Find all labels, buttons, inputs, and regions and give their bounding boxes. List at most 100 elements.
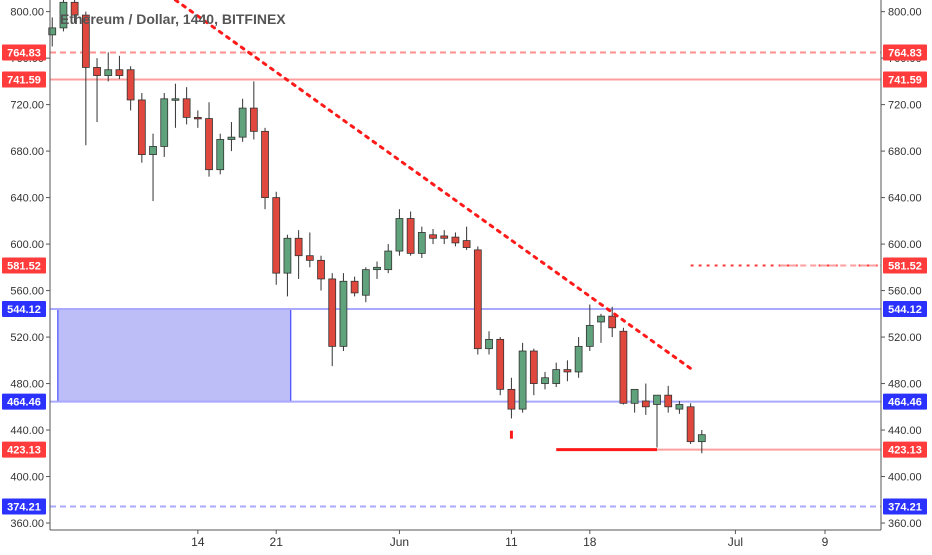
candle bbox=[429, 228, 437, 245]
x-tick-label: Jun bbox=[390, 535, 409, 549]
price-tag-right: 544.12 bbox=[888, 304, 922, 316]
candle-body bbox=[317, 259, 325, 280]
price-tag-left: 423.13 bbox=[7, 445, 41, 457]
candle bbox=[294, 230, 303, 279]
candle-body bbox=[597, 315, 605, 323]
candle bbox=[384, 244, 393, 274]
candle-body bbox=[417, 232, 426, 254]
price-tag-bg-left bbox=[2, 393, 46, 410]
candle-body bbox=[585, 325, 594, 347]
candle-body bbox=[429, 234, 437, 239]
y-tick-label-right: 680.00 bbox=[888, 146, 922, 158]
trendline-layer bbox=[173, 0, 693, 370]
y-tick-label-right: 600.00 bbox=[888, 239, 922, 251]
candle bbox=[361, 267, 370, 303]
candle bbox=[675, 400, 684, 414]
candle bbox=[149, 133, 157, 202]
candle bbox=[473, 246, 482, 355]
candle bbox=[686, 403, 695, 444]
candle-body bbox=[664, 394, 673, 408]
candle-body bbox=[440, 235, 449, 239]
candle-body bbox=[160, 98, 169, 147]
price-tag-bg-right bbox=[883, 441, 927, 458]
candle-body bbox=[126, 69, 135, 101]
y-tick-label-left: 440.00 bbox=[10, 425, 44, 437]
price-lines-layer bbox=[50, 51, 881, 508]
x-tick-label: 18 bbox=[583, 535, 597, 549]
candle-body bbox=[361, 269, 370, 296]
candle bbox=[227, 122, 236, 152]
candle-body bbox=[249, 107, 258, 132]
candle-body bbox=[137, 99, 146, 155]
candle bbox=[272, 191, 281, 285]
candle-body bbox=[305, 255, 314, 261]
candle-body bbox=[227, 136, 236, 140]
candle bbox=[216, 133, 225, 175]
candle bbox=[373, 261, 381, 279]
candle bbox=[641, 383, 650, 415]
candle bbox=[440, 230, 449, 245]
candle-body bbox=[619, 330, 628, 404]
y-tick-label-right: 480.00 bbox=[888, 379, 922, 391]
candle-body bbox=[81, 14, 90, 68]
candle bbox=[518, 342, 527, 413]
price-tag-left: 544.12 bbox=[7, 304, 41, 316]
price-tag-right: 764.83 bbox=[888, 48, 922, 60]
candle-body bbox=[93, 67, 101, 76]
price-tag-left: 581.52 bbox=[7, 261, 41, 273]
candle-body bbox=[473, 249, 482, 350]
candle-body bbox=[406, 218, 415, 254]
y-tick-label-right: 520.00 bbox=[888, 332, 922, 344]
candle bbox=[485, 331, 493, 355]
candle-body bbox=[563, 369, 572, 373]
y-tick-label-left: 600.00 bbox=[10, 239, 44, 251]
candle bbox=[541, 371, 549, 390]
candle-body bbox=[574, 345, 583, 373]
price-tag-left: 741.59 bbox=[7, 75, 41, 87]
candle-body bbox=[182, 98, 191, 118]
price-tag-bg-right bbox=[883, 498, 927, 515]
price-tag-bg-right bbox=[883, 71, 927, 88]
candle-body bbox=[653, 394, 661, 405]
x-tick-label: 11 bbox=[505, 535, 518, 549]
candle-body bbox=[149, 146, 157, 155]
candle-body bbox=[608, 315, 617, 329]
candle bbox=[283, 234, 292, 297]
y-tick-label-left: 720.00 bbox=[10, 100, 44, 112]
candle-body bbox=[451, 236, 460, 244]
candle-body bbox=[261, 130, 269, 198]
candle bbox=[59, 0, 68, 32]
x-tick-label: 21 bbox=[270, 535, 284, 549]
candle bbox=[664, 385, 673, 413]
price-tag-bg-right bbox=[883, 257, 927, 274]
candle-body bbox=[238, 107, 247, 138]
candle-body bbox=[384, 250, 393, 271]
candle bbox=[238, 98, 247, 142]
price-tag-right: 581.52 bbox=[888, 261, 922, 273]
candle bbox=[574, 337, 583, 378]
candle-body bbox=[496, 338, 505, 390]
candle bbox=[697, 430, 706, 454]
y-tick-label-left: 400.00 bbox=[10, 472, 44, 484]
price-tag-left: 764.83 bbox=[7, 48, 41, 60]
x-tick-label: 14 bbox=[191, 535, 205, 549]
candle bbox=[350, 276, 359, 297]
candle-body bbox=[283, 237, 292, 274]
y-tick-label-left: 680.00 bbox=[10, 146, 44, 158]
candle bbox=[261, 127, 269, 210]
candle bbox=[619, 327, 628, 405]
candle-body bbox=[216, 139, 225, 171]
candle-body bbox=[373, 266, 381, 271]
candle bbox=[630, 388, 639, 413]
candle-body bbox=[294, 237, 303, 257]
y-tick-label-right: 400.00 bbox=[888, 472, 922, 484]
candle-body bbox=[104, 69, 113, 76]
price-tag-right: 374.21 bbox=[888, 502, 922, 514]
price-tag-left: 374.21 bbox=[7, 502, 41, 514]
price-tag-bg-right bbox=[883, 393, 927, 410]
price-tag-bg-left bbox=[2, 441, 46, 458]
candle-body bbox=[686, 406, 695, 443]
candle bbox=[496, 337, 505, 396]
